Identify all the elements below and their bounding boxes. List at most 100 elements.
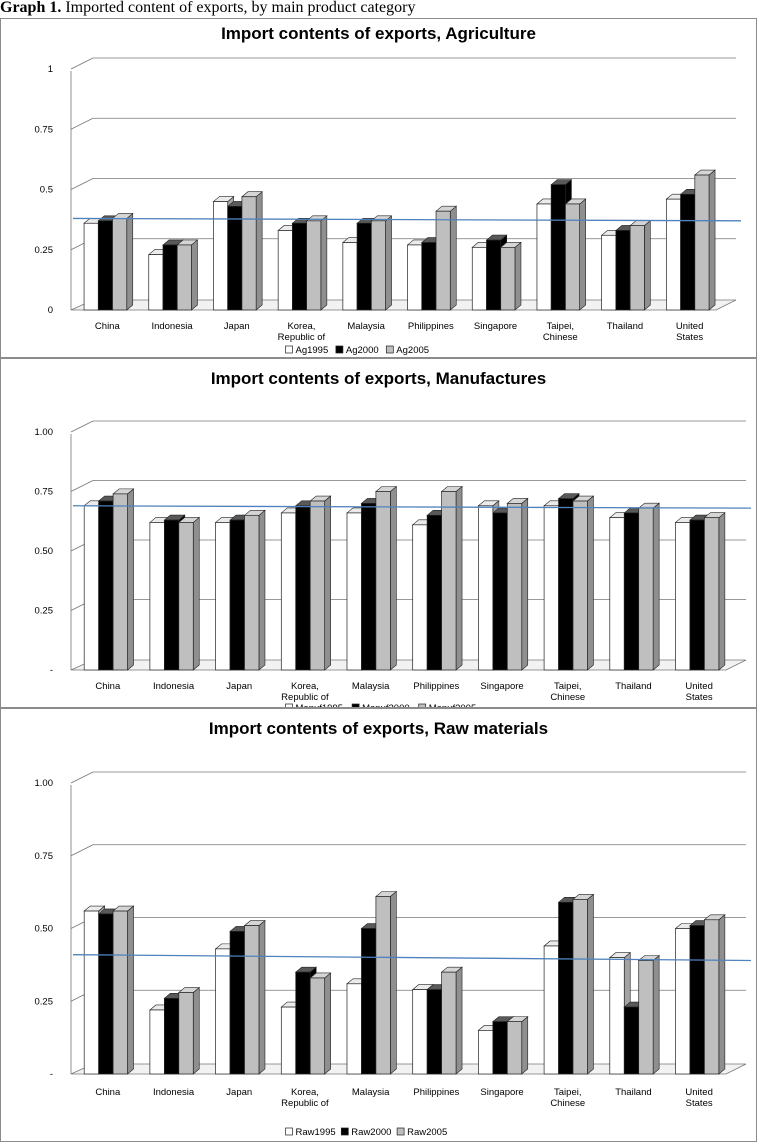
bar-side xyxy=(718,512,726,671)
chart-svg: Import contents of exports, Raw material… xyxy=(35,719,752,1138)
legend-swatch xyxy=(340,1127,349,1136)
bar-front xyxy=(309,977,326,1075)
bar-side xyxy=(324,495,331,671)
legend-item-1995: Raw1995 xyxy=(285,1127,336,1138)
bar-side xyxy=(579,198,586,311)
bar-front xyxy=(97,220,113,311)
bar-front xyxy=(295,971,311,1075)
bar-2005 xyxy=(309,495,332,671)
bar-front xyxy=(675,522,691,671)
bar-front xyxy=(486,239,502,311)
chart-svg: Import contents of exports, Agriculture 0… xyxy=(35,24,742,356)
x-category-label: United States xyxy=(676,321,703,343)
bar-front xyxy=(227,206,243,311)
bar-front xyxy=(638,507,654,671)
bar-side xyxy=(587,495,594,671)
x-category-label: Japan xyxy=(226,1087,252,1098)
bar-side xyxy=(587,893,594,1075)
x-category-label: Singapore xyxy=(480,681,523,692)
chart-svg: Import contents of exports, Manufactures… xyxy=(35,369,752,707)
trend-line xyxy=(72,505,752,509)
bar-front xyxy=(342,242,358,311)
y-tick-label: 0.25 xyxy=(35,606,54,617)
x-category-label: Philippines xyxy=(413,1087,459,1098)
x-category-label: Korea, Republic of xyxy=(278,321,326,343)
legend-label: Ag2005 xyxy=(396,345,429,356)
gridline-diagonal xyxy=(70,771,94,784)
bar-2005 xyxy=(375,890,398,1075)
bar-side xyxy=(258,509,266,671)
x-category-label: Malaysia xyxy=(352,681,390,692)
bar-side xyxy=(652,502,660,671)
bar-side xyxy=(455,485,463,671)
bar-2005 xyxy=(693,169,716,311)
y-tick-label: 1.00 xyxy=(35,778,54,789)
x-category-label: Taipei, Chinese xyxy=(550,681,585,703)
bar-front xyxy=(83,505,100,671)
chart-title: Import contents of exports, Agriculture xyxy=(221,24,536,43)
trend-line xyxy=(72,954,752,962)
bar-front xyxy=(558,498,574,671)
bar-front xyxy=(215,948,231,1075)
x-category-label: Japan xyxy=(226,681,252,692)
bar-2005 xyxy=(176,239,199,311)
x-category-label: Malaysia xyxy=(347,321,385,332)
y-tick-label: 0.25 xyxy=(35,996,54,1007)
bar-front xyxy=(615,230,631,311)
bar-side xyxy=(718,914,726,1075)
legend-item-2005: Ag2005 xyxy=(385,345,429,356)
agriculture-chart-panel: Import contents of exports, Agriculture 0… xyxy=(0,18,757,358)
bar-front xyxy=(356,222,372,311)
bar-front xyxy=(215,522,231,671)
bar-front xyxy=(213,201,229,311)
bar-front xyxy=(441,971,457,1075)
bar-2005 xyxy=(111,212,134,311)
bar-2005 xyxy=(629,220,652,311)
bar-front xyxy=(441,491,457,671)
bar-front xyxy=(112,910,128,1075)
legend-item-2005: Manuf2005 xyxy=(418,703,477,707)
x-category-label: Thailand xyxy=(615,1087,651,1098)
bar-front xyxy=(178,522,194,671)
legend-item-2000: Raw2000 xyxy=(340,1127,391,1138)
bar-front xyxy=(309,500,326,671)
bar-front xyxy=(162,244,178,311)
bar-side xyxy=(324,972,331,1075)
graph-caption-label: Graph 1. xyxy=(0,0,62,16)
bar-front xyxy=(149,522,165,671)
bar-front xyxy=(421,242,437,311)
bar-side xyxy=(708,169,716,311)
bar-front xyxy=(295,505,311,671)
y-tick-label: 0.75 xyxy=(35,851,54,862)
gridline-diagonal xyxy=(70,57,94,70)
bar-front xyxy=(492,1021,508,1075)
bar-front xyxy=(178,992,194,1075)
bar-2005 xyxy=(435,205,458,311)
legend-label: Raw2005 xyxy=(407,1127,447,1138)
bar-front xyxy=(280,512,297,671)
bar-2005 xyxy=(177,516,201,671)
legend-swatch xyxy=(285,345,293,354)
bar-front xyxy=(148,254,164,311)
legend-label: Raw1995 xyxy=(296,1127,336,1138)
gridline-diagonal xyxy=(70,117,94,130)
legend-swatch xyxy=(418,703,427,707)
bar-2005 xyxy=(370,215,393,311)
bar-2005 xyxy=(243,509,266,671)
bar-front xyxy=(500,246,516,311)
bar-side xyxy=(449,205,457,311)
bar-front xyxy=(638,960,654,1075)
x-category-label: Indonesia xyxy=(151,321,193,332)
bar-2005 xyxy=(440,966,463,1075)
bar-side xyxy=(192,986,200,1075)
bar-front xyxy=(572,500,588,671)
bar-front xyxy=(149,1009,165,1075)
legend-label: Manuf2005 xyxy=(429,703,477,707)
bar-front xyxy=(543,505,559,671)
bar-front xyxy=(558,901,574,1075)
x-category-label: China xyxy=(95,681,121,692)
legend-swatch xyxy=(385,345,394,354)
gridline-diagonal xyxy=(70,420,94,433)
legend-swatch xyxy=(285,1127,293,1136)
bar-side xyxy=(514,241,522,311)
